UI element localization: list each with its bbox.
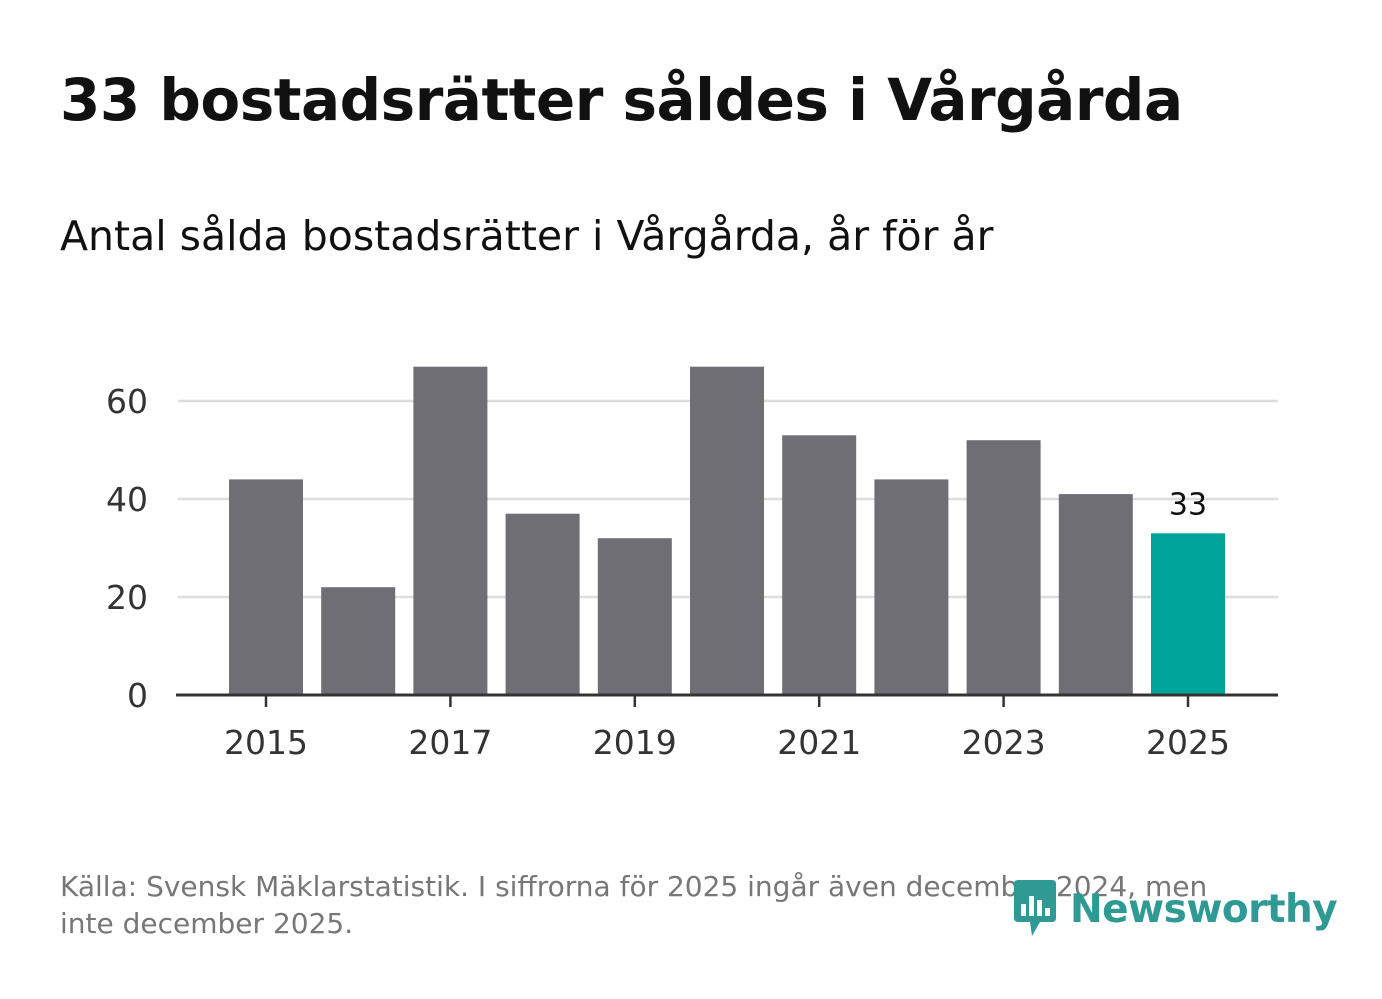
labels: 0 20 40 60 2015 2017 2019 2021 2023 2025 33 — [106, 382, 1230, 762]
x-tick-label-2015: 2015 — [224, 723, 308, 762]
newsworthy-chart-icon — [1014, 880, 1056, 936]
bar-2024 — [1058, 494, 1133, 695]
y-tick-label-40: 40 — [106, 480, 148, 519]
y-tick-label-60: 60 — [106, 382, 148, 421]
bar-2016 — [321, 587, 396, 695]
data-label-2025: 33 — [1169, 487, 1207, 522]
bar-2023 — [966, 440, 1041, 695]
bar-2025 — [1151, 533, 1225, 695]
x-tick-label-2025: 2025 — [1146, 723, 1230, 762]
axes — [176, 693, 1278, 707]
y-tick-label-20: 20 — [106, 578, 148, 617]
bar-2019 — [597, 538, 672, 695]
x-tick-label-2019: 2019 — [593, 723, 677, 762]
newsworthy-logo: Newsworthy — [1010, 878, 1338, 940]
bar-2018 — [505, 513, 580, 695]
x-tick-label-2017: 2017 — [408, 723, 492, 762]
bar-2022 — [874, 479, 949, 695]
bars — [229, 366, 1225, 695]
bar-2017 — [413, 366, 488, 695]
chart-subtitle: Antal sålda bostadsrätter i Vårgårda, år… — [60, 212, 994, 260]
chart-title: 33 bostadsrätter såldes i Vårgårda — [60, 66, 1183, 134]
x-tick-label-2023: 2023 — [962, 723, 1046, 762]
bar-2021 — [782, 435, 857, 695]
logo-text: Newsworthy — [1070, 886, 1338, 932]
x-tick-label-2021: 2021 — [777, 723, 861, 762]
y-tick-label-0: 0 — [127, 676, 148, 715]
bar-2015 — [229, 479, 303, 695]
bar-2020 — [690, 366, 764, 695]
